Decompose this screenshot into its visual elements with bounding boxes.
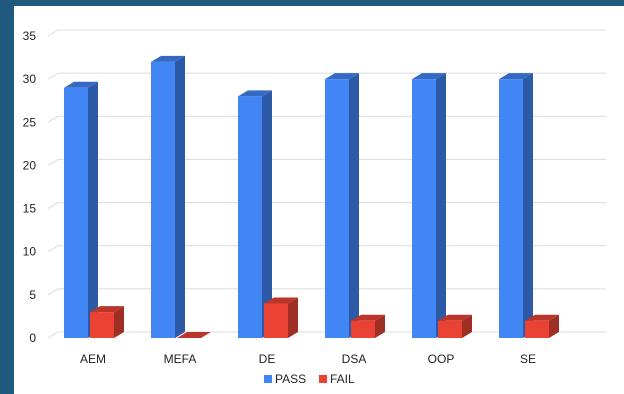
legend-label: PASS: [275, 372, 306, 386]
y-axis: 0 5 10 15 20 25 30 35: [23, 29, 37, 345]
y-tick-label: 5: [29, 288, 36, 302]
bar-top: [438, 314, 472, 321]
bar-top: [412, 73, 446, 80]
bar-top: [238, 90, 272, 97]
bar-top: [525, 314, 559, 321]
gridline-edge: [47, 158, 59, 166]
bar-top: [499, 73, 533, 80]
y-tick-label: 20: [23, 158, 37, 172]
bar-top: [151, 55, 185, 62]
bar-pass-se: [499, 73, 533, 339]
x-tick-label: MEFA: [164, 352, 197, 366]
bar-side: [288, 297, 298, 338]
bar-front: [90, 312, 114, 338]
bar-side: [114, 306, 124, 338]
bar-side: [462, 314, 472, 338]
y-tick-label: 15: [23, 202, 37, 216]
y-tick-label: 35: [23, 29, 37, 43]
bar-top: [264, 297, 298, 304]
bar-front: [325, 79, 349, 339]
bar-top: [64, 81, 98, 88]
bar-side: [262, 90, 272, 339]
bar-top: [351, 314, 385, 321]
bar-pass-dsa: [325, 73, 359, 339]
gridline-edge: [47, 331, 59, 339]
bar-pass-oop: [412, 73, 446, 339]
x-tick-label: DSA: [342, 352, 367, 366]
gridline-edge: [47, 115, 59, 123]
legend-swatch: [319, 375, 327, 383]
bar-side: [88, 81, 98, 339]
x-tick-label: SE: [520, 352, 536, 366]
bar-side: [523, 73, 533, 339]
bar-pass-de: [238, 90, 272, 339]
gridline-edge: [47, 29, 59, 37]
bar-front: [264, 303, 288, 338]
bar-fail-se: [525, 314, 559, 338]
bar-pass-aem: [64, 81, 98, 339]
bar-top: [177, 332, 211, 338]
bar-fail-aem: [90, 306, 124, 338]
bar-pass-mefa: [151, 55, 185, 339]
gridline-edge: [47, 245, 59, 253]
bar-front: [64, 87, 88, 339]
bar-top: [90, 306, 124, 313]
bar-front: [412, 79, 436, 339]
bar-side: [375, 314, 385, 338]
y-tick-label: 25: [23, 115, 37, 129]
bar-fail-de: [264, 297, 298, 338]
legend-label: FAIL: [330, 372, 355, 386]
bar-fail-mefa: [177, 332, 211, 338]
bar-side: [436, 73, 446, 339]
bar-side: [349, 73, 359, 339]
x-axis: AEM MEFA DE DSA OOP SE: [80, 352, 536, 366]
bars: [64, 55, 559, 339]
bar-front: [238, 96, 262, 339]
bar-fail-oop: [438, 314, 472, 338]
x-tick-label: AEM: [80, 352, 106, 366]
bar-front: [499, 79, 523, 339]
x-tick-label: OOP: [428, 352, 455, 366]
gridline-edge: [47, 202, 59, 210]
bar-front: [151, 61, 175, 339]
legend: PASS FAIL: [264, 372, 355, 386]
bar-side: [175, 55, 185, 339]
bar-chart: 0 5 10 15 20 25 30 35 AEM MEFA DE DSA OOP SE PASS FAI…: [23, 29, 606, 386]
x-tick-label: DE: [259, 352, 276, 366]
bar-front: [351, 320, 375, 338]
y-tick-label: 0: [29, 331, 36, 345]
y-tick-label: 30: [23, 72, 37, 86]
bar-fail-dsa: [351, 314, 385, 338]
legend-swatch: [264, 375, 272, 383]
gridline-edge: [47, 288, 59, 296]
bar-front: [525, 320, 549, 338]
y-tick-label: 10: [23, 245, 37, 259]
bar-top: [325, 73, 359, 80]
bar-side: [549, 314, 559, 338]
chart-panel: 0 5 10 15 20 25 30 35 AEM MEFA DE DSA OOP SE PASS FAI…: [14, 6, 624, 394]
gridline-edge: [47, 72, 59, 80]
bar-front: [438, 320, 462, 338]
